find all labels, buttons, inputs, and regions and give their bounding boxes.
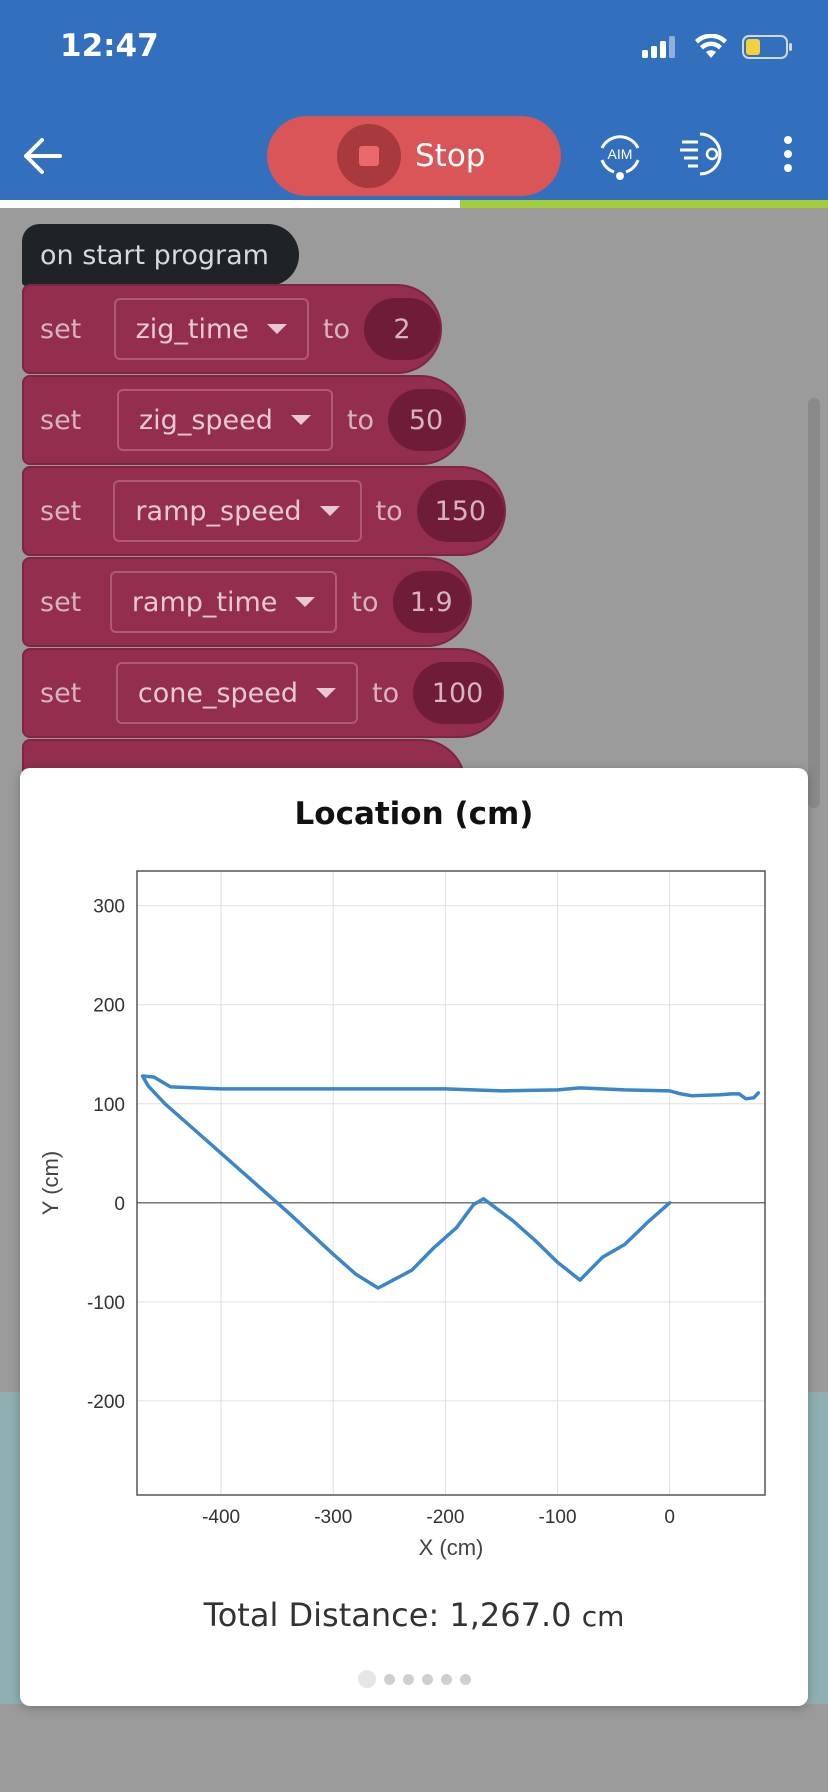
y-tick-label: 200	[93, 996, 125, 1017]
to-keyword: to	[351, 586, 379, 618]
on-start-program-block[interactable]: on start program	[22, 224, 299, 286]
set-keyword: set	[40, 404, 82, 436]
set-variable-block[interactable]: set zig_time to 2	[22, 284, 442, 374]
total-distance: Total Distance: 1,267.0 cm	[20, 1596, 808, 1634]
x-tick-label: 0	[664, 1507, 675, 1528]
chart-title: Location (cm)	[294, 796, 534, 832]
workspace-scrollbar[interactable]	[808, 398, 820, 808]
variable-dropdown[interactable]: zig_time	[113, 298, 309, 360]
signal-icon	[642, 36, 675, 58]
caret-down-icon	[319, 506, 340, 516]
app-header: 12:47 Stop	[0, 0, 828, 200]
progress-fill	[460, 200, 828, 208]
toolbar: Stop AIM	[0, 116, 828, 196]
variable-name: cone_speed	[137, 677, 299, 709]
aim-button[interactable]: AIM	[592, 126, 648, 182]
to-keyword: to	[372, 677, 400, 709]
stop-label: Stop	[415, 138, 486, 174]
x-axis-label: X (cm)	[419, 1535, 484, 1560]
stop-button[interactable]: Stop	[267, 116, 561, 196]
y-tick-label: -100	[87, 1293, 125, 1314]
x-tick-label: -100	[539, 1507, 577, 1528]
aim-icon: AIM	[600, 135, 640, 180]
set-variable-block[interactable]: set zig_speed to 50	[22, 375, 466, 465]
set-keyword: set	[40, 586, 82, 618]
set-keyword: set	[40, 677, 82, 709]
total-distance-unit: cm	[581, 1600, 625, 1633]
variable-name: ramp_time	[131, 586, 278, 618]
value-input[interactable]: 50	[388, 389, 464, 451]
value-input[interactable]: 100	[413, 662, 502, 724]
x-tick-label: -200	[426, 1507, 464, 1528]
status-time: 12:47	[60, 28, 159, 64]
back-arrow-icon	[24, 138, 62, 174]
page-dot[interactable]	[383, 1673, 395, 1685]
variable-dropdown[interactable]: ramp_speed	[113, 480, 362, 542]
caret-down-icon	[266, 324, 287, 334]
back-button[interactable]	[12, 126, 72, 186]
y-tick-label: 0	[114, 1194, 125, 1215]
total-distance-value: Total Distance: 1,267.0	[203, 1596, 572, 1634]
set-variable-block[interactable]: set cone_speed to 100	[22, 648, 504, 738]
wifi-icon	[695, 34, 727, 58]
value-input[interactable]: 2	[364, 298, 440, 360]
page-dot[interactable]	[357, 1670, 376, 1688]
caret-down-icon	[290, 415, 311, 425]
to-keyword: to	[375, 495, 403, 527]
location-chart: -400 -300 -200 -100 0 300 200 100 0 -100 -200 X (cm…	[38, 870, 766, 1560]
page-indicator[interactable]	[20, 1670, 808, 1688]
variable-name: zig_speed	[139, 404, 273, 436]
more-menu-button[interactable]	[760, 126, 816, 182]
page-dot[interactable]	[440, 1673, 452, 1685]
location-chart-modal: Location (cm) -400 -300 -200 -100 0 300 200 100…	[20, 768, 808, 1706]
battery-icon	[742, 35, 792, 59]
drive-icon	[680, 132, 722, 176]
set-variable-block[interactable]: set ramp_speed to 150	[22, 466, 506, 556]
location-path-line	[140, 1074, 761, 1290]
set-keyword: set	[40, 495, 82, 527]
page-dot[interactable]	[402, 1673, 414, 1685]
variable-name: ramp_speed	[135, 495, 302, 527]
variable-dropdown[interactable]: ramp_time	[109, 571, 338, 633]
set-keyword: set	[40, 313, 82, 345]
y-axis-label: Y (cm)	[38, 1151, 63, 1215]
value-input[interactable]: 1.9	[392, 571, 470, 633]
to-keyword: to	[346, 404, 374, 436]
y-tick-label: 100	[93, 1095, 125, 1116]
caret-down-icon	[295, 597, 316, 607]
variable-dropdown[interactable]: zig_speed	[117, 389, 333, 451]
plot-frame	[136, 870, 766, 1496]
x-tick-label: -400	[202, 1507, 240, 1528]
caret-down-icon	[316, 688, 337, 698]
page-dot[interactable]	[459, 1673, 471, 1685]
x-tick-label: -300	[314, 1507, 352, 1528]
aim-label: AIM	[608, 146, 633, 162]
status-indicators	[642, 34, 794, 60]
set-variable-block[interactable]: set ramp_time to 1.9	[22, 557, 472, 647]
value-input[interactable]: 150	[416, 480, 504, 542]
more-vertical-icon	[784, 136, 792, 172]
page-dot[interactable]	[421, 1673, 433, 1685]
to-keyword: to	[322, 313, 350, 345]
variable-dropdown[interactable]: cone_speed	[115, 662, 359, 724]
progress-track	[0, 200, 828, 208]
y-tick-label: 300	[93, 897, 125, 918]
y-tick-label: -200	[87, 1392, 125, 1413]
stop-icon	[337, 124, 401, 188]
variable-name: zig_time	[135, 313, 249, 345]
drive-button[interactable]	[676, 126, 732, 182]
